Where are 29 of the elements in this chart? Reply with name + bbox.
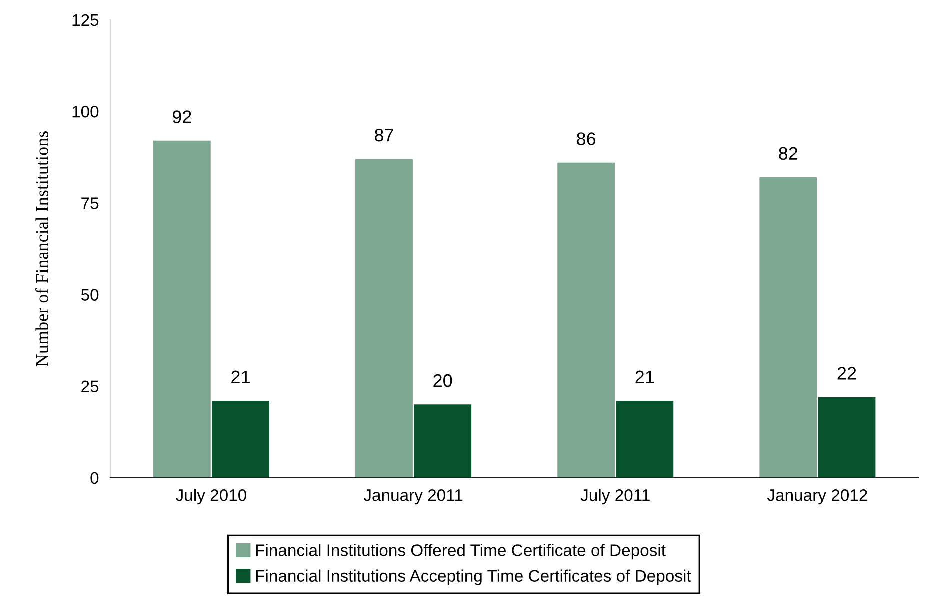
bar [818,397,876,478]
data-label: 22 [838,367,856,380]
data-label: 21 [232,370,250,384]
y-tick-label: 125 [72,14,99,26]
x-tick-label: July 2011 [580,489,650,505]
data-label: 82 [779,147,798,160]
bar [558,162,616,478]
data-label: 86 [577,132,596,146]
bar [212,401,270,478]
bar [153,140,211,478]
bar [616,401,674,478]
bar [356,159,413,478]
data-label: 92 [172,110,192,124]
x-tick-label: January 2012 [767,490,868,505]
y-tick-label: 75 [82,198,99,210]
data-label: 20 [434,374,452,388]
x-tick-label: July 2010 [176,489,246,505]
x-tick-label: January 2011 [364,490,463,505]
y-tick-label: 50 [81,289,99,301]
legend-label: Financial Institutions Accepting Time Certificates of Deposit [256,570,692,586]
y-tick-label: 0 [90,472,99,484]
data-label: 87 [374,128,394,142]
bar [414,404,472,478]
legend-label: Financial Institutions Offered Time Certificate of Deposit [256,544,666,560]
y-tick-label: 25 [82,380,99,393]
data-label: 21 [636,370,654,384]
bar [760,178,818,478]
y-tick-label: 100 [72,106,99,118]
y-axis-title: Number of Financial Institutions [36,132,48,367]
